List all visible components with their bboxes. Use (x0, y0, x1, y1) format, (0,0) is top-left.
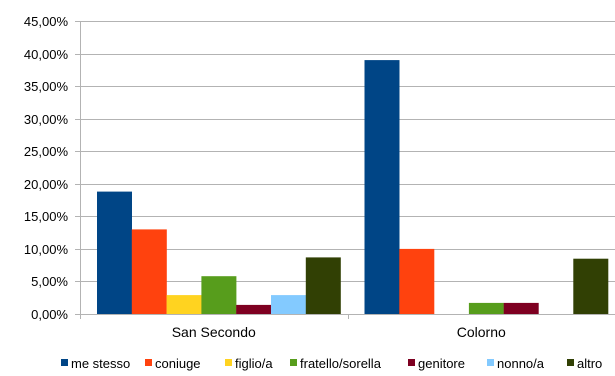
bar-figlio-a-san-secondo (166, 295, 202, 314)
bar-genitore-colorno (503, 302, 539, 314)
axes (80, 21, 615, 319)
legend-label: fratello/sorella (300, 356, 382, 371)
bar-coniuge-san-secondo (131, 229, 167, 314)
y-tick-label: 45,00% (24, 14, 69, 29)
y-tick-label: 40,00% (24, 47, 69, 62)
legend-label: nonno/a (497, 356, 545, 371)
y-tick-label: 15,00% (24, 209, 69, 224)
x-category-label: San Secondo (172, 324, 256, 340)
y-tick-label: 5,00% (31, 274, 68, 289)
legend-label: genitore (418, 356, 465, 371)
gridlines (80, 21, 615, 282)
bar-nonno-a-san-secondo (271, 295, 306, 314)
y-tick-label: 10,00% (24, 242, 69, 257)
y-tick-label: 0,00% (31, 307, 68, 322)
bars (97, 60, 609, 314)
y-tick-label: 25,00% (24, 144, 69, 159)
legend-swatch (225, 359, 232, 366)
bar-fratello-sorella-san-secondo (201, 276, 237, 314)
y-tick-label: 30,00% (24, 112, 69, 127)
legend-swatch (567, 359, 574, 366)
bar-fratello-sorella-colorno (468, 302, 504, 314)
legend-swatch (408, 359, 415, 366)
bar-altro-colorno (573, 258, 609, 314)
legend-label: figlio/a (235, 356, 273, 371)
bar-me-stesso-san-secondo (97, 191, 132, 314)
legend-label: me stesso (71, 356, 130, 371)
legend-swatch (61, 359, 68, 366)
legend-label: altro (577, 356, 602, 371)
x-axis-category-labels: San Secondo Colorno (172, 324, 506, 340)
legend-swatch (145, 359, 152, 366)
bar-coniuge-colorno (399, 248, 435, 314)
bar-me-stesso-colorno (364, 60, 400, 314)
legend-swatch (487, 359, 494, 366)
legend-swatch (290, 359, 297, 366)
bar-genitore-san-secondo (236, 304, 272, 314)
bar-altro-san-secondo (305, 257, 341, 314)
legend-label: coniuge (155, 356, 201, 371)
y-axis-tick-labels: 0,00% 5,00% 10,00% 15,00% 20,00% 25,00% 30,00%… (24, 14, 80, 322)
y-tick-label: 35,00% (24, 79, 69, 94)
y-tick-label: 20,00% (24, 177, 69, 192)
legend: me stesso coniuge figlio/a fratello/sorella… (61, 356, 602, 371)
x-category-label: Colorno (457, 324, 506, 340)
